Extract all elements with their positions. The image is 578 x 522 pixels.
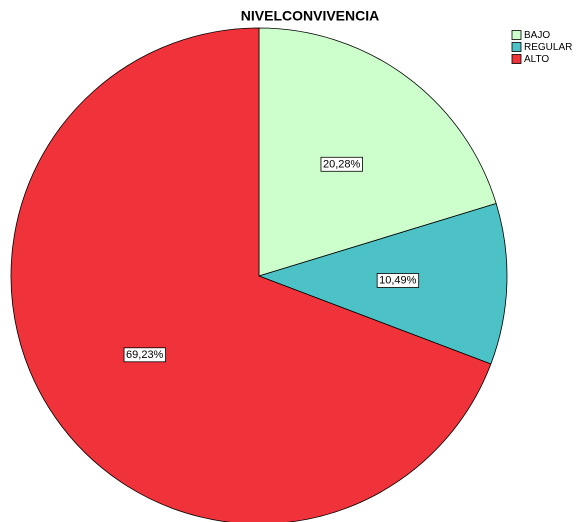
data-label-box <box>123 347 166 363</box>
pie-slice <box>10 27 492 522</box>
legend-label: REGULAR <box>524 42 572 53</box>
legend-swatch <box>511 54 522 64</box>
data-label: 69,23% <box>123 347 166 363</box>
chart-title: NIVELCONVIVENCIA <box>241 8 379 24</box>
legend-swatch <box>511 42 522 52</box>
legend-label: BAJO <box>524 30 550 41</box>
data-label-text: 10,49% <box>379 274 417 286</box>
legend-label: ALTO <box>524 54 549 65</box>
data-label-text: 69,23% <box>126 349 164 361</box>
legend-swatch <box>511 30 522 40</box>
pie-slice <box>258 27 497 277</box>
data-label-text: 20,28% <box>323 158 361 170</box>
data-label-box <box>320 156 363 172</box>
data-label: 20,28% <box>320 156 363 172</box>
data-label-box <box>376 273 420 288</box>
data-label: 10,49% <box>376 273 420 288</box>
